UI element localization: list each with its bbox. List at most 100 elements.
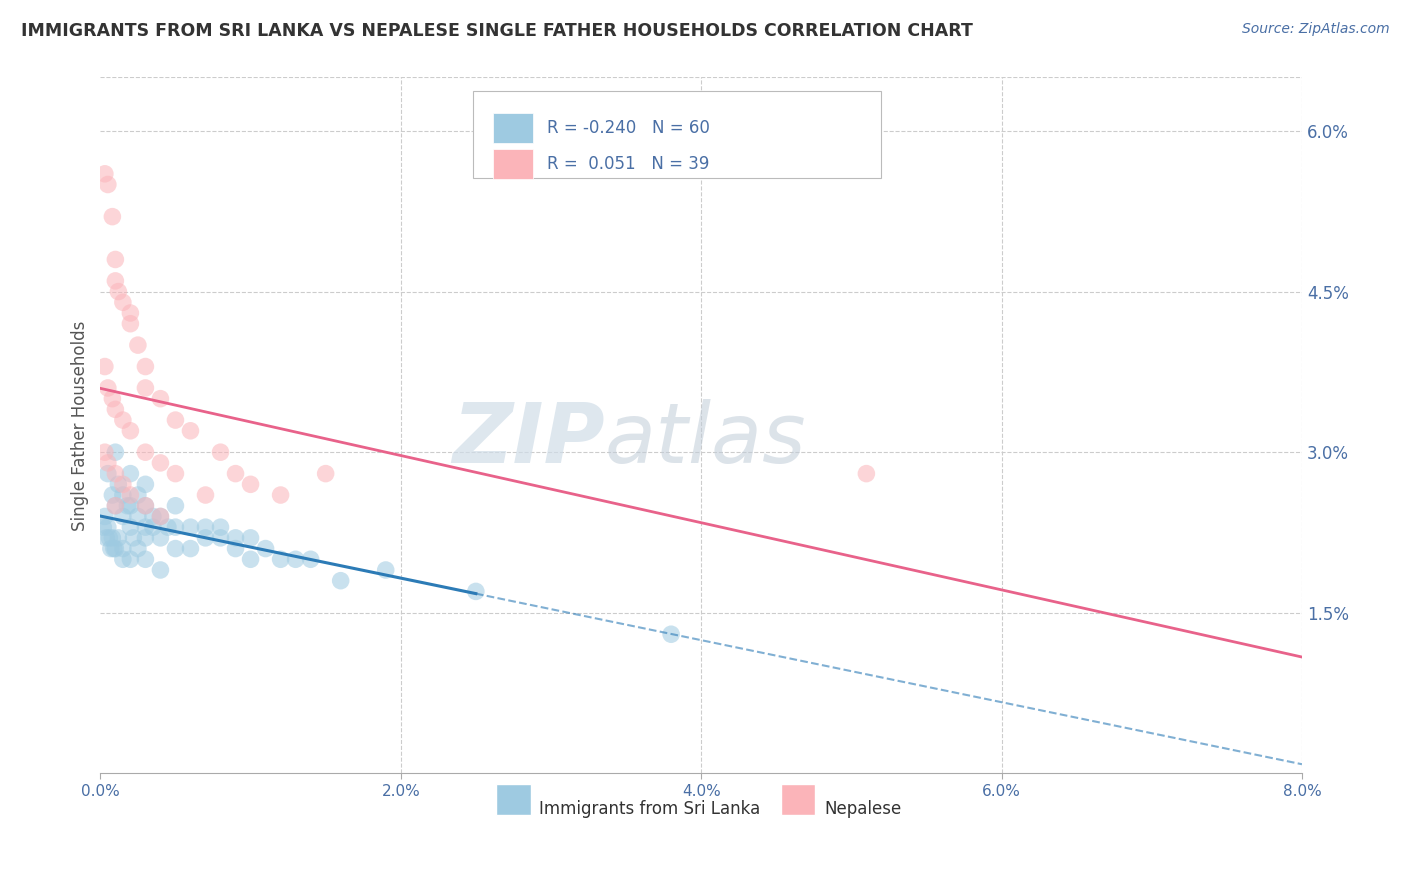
- Point: [104, 445, 127, 459]
- Point: [254, 541, 277, 556]
- Point: [194, 531, 217, 545]
- Point: [165, 467, 187, 481]
- Point: [179, 541, 201, 556]
- Point: [270, 488, 292, 502]
- Point: [209, 445, 232, 459]
- Point: [97, 381, 120, 395]
- Point: [149, 509, 172, 524]
- Point: [120, 499, 142, 513]
- Text: R =  0.051   N = 39: R = 0.051 N = 39: [547, 154, 710, 173]
- Bar: [494, 113, 533, 144]
- Point: [374, 563, 396, 577]
- Point: [127, 509, 149, 524]
- Point: [284, 552, 307, 566]
- Point: [101, 392, 124, 406]
- Point: [134, 520, 156, 534]
- Point: [104, 499, 127, 513]
- Point: [165, 499, 187, 513]
- Point: [134, 477, 156, 491]
- Point: [142, 509, 165, 524]
- Y-axis label: Single Father Households: Single Father Households: [72, 320, 89, 531]
- Point: [104, 274, 127, 288]
- Point: [111, 509, 134, 524]
- Point: [94, 359, 117, 374]
- Point: [315, 467, 337, 481]
- Point: [165, 520, 187, 534]
- Point: [96, 531, 118, 545]
- Point: [97, 467, 120, 481]
- Point: [107, 531, 129, 545]
- Point: [93, 520, 115, 534]
- Point: [659, 627, 682, 641]
- Text: atlas: atlas: [605, 399, 807, 480]
- Bar: [494, 149, 533, 178]
- Point: [111, 295, 134, 310]
- Point: [98, 531, 121, 545]
- Point: [239, 552, 262, 566]
- Point: [104, 252, 127, 267]
- Point: [209, 520, 232, 534]
- Point: [464, 584, 486, 599]
- Point: [134, 499, 156, 513]
- Point: [111, 541, 134, 556]
- Point: [101, 488, 124, 502]
- Point: [179, 520, 201, 534]
- Point: [100, 541, 122, 556]
- Point: [134, 381, 156, 395]
- Text: ZIP: ZIP: [453, 399, 605, 480]
- Point: [134, 552, 156, 566]
- Point: [134, 499, 156, 513]
- Point: [149, 563, 172, 577]
- Point: [120, 317, 142, 331]
- Point: [194, 488, 217, 502]
- Point: [179, 424, 201, 438]
- Point: [120, 467, 142, 481]
- Point: [142, 520, 165, 534]
- Point: [120, 424, 142, 438]
- Point: [120, 552, 142, 566]
- Point: [97, 456, 120, 470]
- Point: [104, 541, 127, 556]
- Point: [239, 531, 262, 545]
- Point: [134, 445, 156, 459]
- Point: [855, 467, 877, 481]
- Point: [101, 210, 124, 224]
- FancyBboxPatch shape: [472, 91, 882, 178]
- Point: [120, 306, 142, 320]
- Point: [111, 477, 134, 491]
- Point: [120, 488, 142, 502]
- Point: [122, 531, 145, 545]
- Point: [107, 285, 129, 299]
- Point: [225, 541, 247, 556]
- Point: [127, 541, 149, 556]
- Point: [101, 531, 124, 545]
- Point: [94, 445, 117, 459]
- Point: [104, 499, 127, 513]
- Legend: Immigrants from Sri Lanka, Nepalese: Immigrants from Sri Lanka, Nepalese: [495, 793, 908, 824]
- Point: [120, 520, 142, 534]
- Point: [209, 531, 232, 545]
- Point: [94, 509, 117, 524]
- Point: [107, 477, 129, 491]
- Point: [149, 456, 172, 470]
- Point: [194, 520, 217, 534]
- Point: [127, 488, 149, 502]
- Text: IMMIGRANTS FROM SRI LANKA VS NEPALESE SINGLE FATHER HOUSEHOLDS CORRELATION CHART: IMMIGRANTS FROM SRI LANKA VS NEPALESE SI…: [21, 22, 973, 40]
- Point: [165, 541, 187, 556]
- Point: [117, 499, 139, 513]
- Point: [225, 531, 247, 545]
- Point: [270, 552, 292, 566]
- Text: R = -0.240   N = 60: R = -0.240 N = 60: [547, 120, 710, 137]
- Point: [111, 488, 134, 502]
- Point: [97, 178, 120, 192]
- Point: [329, 574, 352, 588]
- Point: [149, 509, 172, 524]
- Point: [104, 402, 127, 417]
- Point: [134, 359, 156, 374]
- Point: [103, 541, 125, 556]
- Point: [239, 477, 262, 491]
- Point: [111, 552, 134, 566]
- Point: [149, 531, 172, 545]
- Point: [149, 392, 172, 406]
- Point: [97, 520, 120, 534]
